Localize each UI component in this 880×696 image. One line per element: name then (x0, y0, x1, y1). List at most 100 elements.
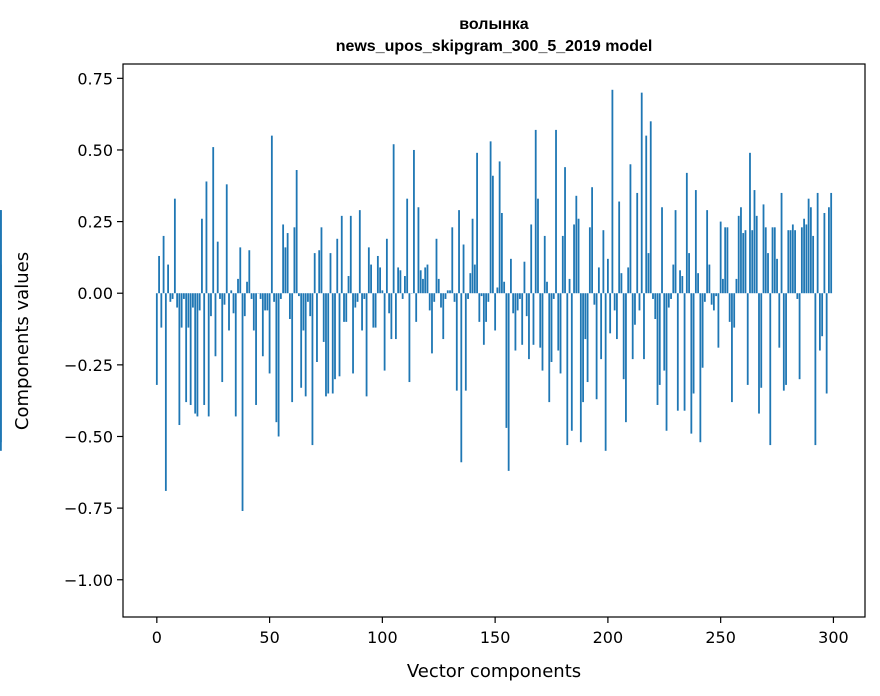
bar (230, 290, 233, 294)
x-axis: 0 50 100 150 200 250 300 (152, 617, 849, 647)
bar (320, 227, 323, 294)
x-tick-label: 300 (818, 628, 849, 647)
y-tick-label: 0.75 (77, 69, 113, 88)
bar (446, 290, 449, 294)
y-tick-label: 0.25 (77, 213, 113, 232)
bar (550, 293, 553, 362)
bar (679, 270, 681, 294)
bar (399, 270, 402, 294)
y-tick-label: 0.50 (77, 141, 113, 160)
bar (228, 293, 230, 331)
bar (158, 255, 160, 294)
bar (381, 290, 384, 294)
bar (234, 293, 237, 417)
bar (451, 227, 454, 294)
bar (618, 201, 621, 294)
bar (528, 293, 530, 360)
bar (496, 287, 499, 294)
bar (685, 172, 688, 294)
bar (358, 210, 361, 294)
bar (787, 230, 790, 294)
bar (318, 250, 321, 294)
bar (828, 207, 830, 294)
bar (593, 293, 596, 305)
bar (185, 293, 188, 403)
bar (325, 293, 327, 397)
bar (300, 293, 303, 388)
bar (212, 147, 215, 294)
x-tick-label: 100 (367, 628, 398, 647)
bar (735, 278, 738, 294)
bar (379, 267, 381, 294)
bar (534, 129, 537, 294)
bar (376, 255, 379, 294)
bar (719, 221, 722, 294)
bar (415, 293, 418, 322)
bar (629, 164, 632, 294)
bar (261, 293, 264, 357)
bar (316, 293, 318, 362)
bar (453, 293, 456, 302)
bar (334, 293, 336, 380)
bar (597, 267, 600, 294)
bar (327, 293, 330, 394)
bar (510, 258, 512, 294)
bar (627, 267, 630, 294)
bar (252, 293, 255, 331)
bar (476, 152, 478, 294)
bar (392, 144, 395, 294)
bar (740, 207, 742, 294)
bar (609, 293, 612, 334)
bar (336, 238, 339, 294)
bar (246, 281, 248, 294)
bar (654, 293, 657, 320)
bar (505, 293, 508, 428)
bar (164, 293, 167, 491)
bar (557, 293, 560, 351)
bar (625, 293, 627, 423)
bar (537, 198, 539, 294)
bar (667, 293, 670, 308)
bar (259, 293, 262, 299)
bar (665, 293, 668, 431)
bar (223, 293, 226, 305)
y-axis: 0.75 0.50 0.25 0.00 −0.25 −0.50 −0.75 −1.00 (64, 69, 123, 590)
bar (500, 212, 503, 294)
bar (232, 293, 235, 314)
bar (219, 293, 221, 299)
bar (225, 184, 228, 294)
bar (304, 293, 307, 397)
bar (755, 215, 758, 294)
bar (345, 293, 348, 322)
bar (264, 293, 266, 311)
bar (0, 293, 2, 451)
bar (494, 293, 497, 331)
bar (309, 293, 312, 317)
bar (710, 293, 713, 305)
bar (548, 293, 551, 403)
bar (356, 293, 359, 302)
bar (331, 293, 334, 394)
bar (555, 129, 557, 294)
bar (162, 235, 165, 294)
bar (216, 241, 219, 294)
bar (444, 293, 447, 299)
bar (798, 293, 801, 380)
bar (374, 293, 377, 328)
y-tick-label: −1.00 (64, 571, 113, 590)
bar (647, 253, 650, 294)
bar (406, 198, 409, 294)
bar (521, 293, 524, 345)
bar (167, 264, 169, 294)
bar (634, 293, 636, 325)
bar (365, 293, 368, 397)
bar (645, 135, 648, 294)
bar (390, 293, 393, 340)
bar (519, 293, 521, 299)
bar (469, 273, 472, 294)
bar (372, 293, 375, 328)
bar (773, 227, 776, 294)
bar (794, 230, 796, 294)
bar (789, 230, 792, 294)
bar (604, 293, 607, 451)
